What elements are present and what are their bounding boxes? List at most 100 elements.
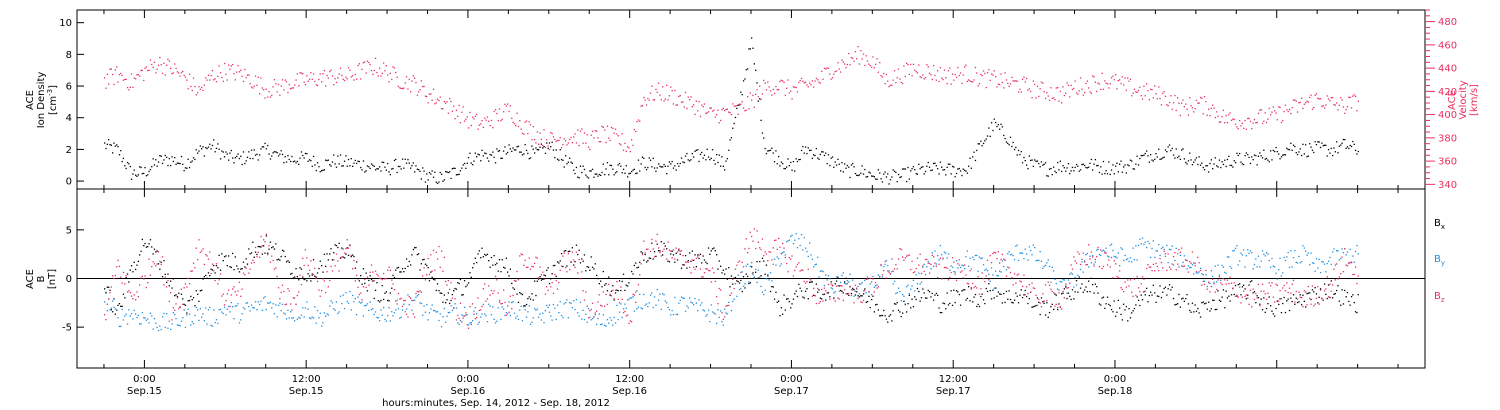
bx-point xyxy=(778,300,780,302)
by-point xyxy=(164,326,166,329)
bz-point xyxy=(819,301,821,303)
bx-point xyxy=(1202,301,1204,303)
velocity-point xyxy=(1222,109,1225,111)
velocity-point xyxy=(597,137,599,139)
density-point xyxy=(942,169,944,171)
bz-point xyxy=(1163,250,1165,252)
density-point xyxy=(145,175,147,177)
bz-point xyxy=(1178,249,1180,251)
by-point xyxy=(1071,273,1074,275)
bx-point xyxy=(1011,301,1013,304)
by-point xyxy=(753,277,755,279)
bz-point xyxy=(676,251,679,253)
bz-point xyxy=(1356,282,1358,285)
velocity-point xyxy=(742,107,745,109)
velocity-point xyxy=(1251,128,1253,130)
velocity-point xyxy=(188,73,191,75)
by-point xyxy=(1119,265,1121,267)
density-point xyxy=(233,162,235,164)
by-point xyxy=(1251,252,1253,254)
density-point xyxy=(538,149,540,151)
by-point xyxy=(906,286,908,288)
bx-point xyxy=(117,304,119,306)
density-point xyxy=(1195,157,1198,159)
bx-point xyxy=(1336,289,1338,292)
bx-point xyxy=(755,271,757,273)
velocity-point xyxy=(955,76,958,78)
bz-point xyxy=(910,268,912,271)
bz-point xyxy=(1043,300,1045,302)
bz-point xyxy=(364,278,366,281)
velocity-point xyxy=(327,77,329,79)
bz-point xyxy=(1206,288,1208,290)
bx-point xyxy=(269,241,272,243)
bz-point xyxy=(862,299,865,302)
density-point xyxy=(446,171,448,173)
bx-point xyxy=(916,287,919,290)
velocity-point xyxy=(467,127,470,129)
bx-point xyxy=(211,269,214,271)
velocity-point xyxy=(493,110,495,113)
density-point xyxy=(802,146,804,148)
bz-point xyxy=(291,309,293,311)
bz-point xyxy=(1244,295,1246,297)
velocity-point xyxy=(938,80,940,83)
velocity-point xyxy=(1189,97,1191,99)
by-point xyxy=(703,310,706,312)
bx-point xyxy=(825,299,827,301)
velocity-point xyxy=(494,109,497,111)
bx-point xyxy=(609,294,611,296)
by-point xyxy=(1159,254,1161,257)
bz-point xyxy=(125,275,127,277)
density-point xyxy=(372,164,374,166)
density-point xyxy=(1189,152,1191,154)
velocity-point xyxy=(1186,108,1188,110)
bz-point xyxy=(547,289,549,291)
by-point xyxy=(969,257,971,259)
by-point xyxy=(690,301,692,303)
bx-point xyxy=(896,301,898,304)
velocity-point xyxy=(877,71,879,73)
by-point xyxy=(745,265,747,267)
velocity-point xyxy=(129,86,131,88)
density-point xyxy=(209,143,211,145)
velocity-point xyxy=(276,91,278,93)
bz-point xyxy=(609,293,611,295)
velocity-point xyxy=(1263,120,1265,122)
velocity-point xyxy=(436,98,439,100)
bz-point xyxy=(637,284,640,286)
bz-point xyxy=(268,245,270,247)
bz-point xyxy=(217,283,219,285)
density-point xyxy=(187,158,189,160)
density-point xyxy=(621,172,623,174)
density-point xyxy=(1350,145,1353,148)
bx-point xyxy=(186,312,188,314)
velocity-point xyxy=(823,67,826,69)
by-point xyxy=(806,251,808,253)
velocity-point xyxy=(179,75,181,77)
density-point xyxy=(1325,144,1327,146)
bz-point xyxy=(512,294,514,297)
density-point xyxy=(755,69,757,71)
by-point xyxy=(560,314,563,317)
velocity-point xyxy=(415,81,417,84)
bx-point xyxy=(283,250,285,252)
by-point xyxy=(339,295,342,297)
density-point xyxy=(445,170,447,173)
bx-point xyxy=(1074,291,1076,293)
density-point xyxy=(554,157,556,159)
bx-point xyxy=(637,266,640,268)
density-point xyxy=(192,157,195,159)
bz-point xyxy=(734,268,737,270)
bz-point xyxy=(574,266,576,269)
density-point xyxy=(643,157,645,159)
bx-point xyxy=(170,280,172,282)
by-point xyxy=(1187,265,1190,267)
bz-point xyxy=(451,297,453,299)
bx-point xyxy=(738,282,741,284)
by-point xyxy=(113,306,115,308)
bz-point xyxy=(1348,262,1350,264)
velocity-point xyxy=(690,96,692,98)
by-point xyxy=(1247,249,1249,251)
bx-point xyxy=(257,245,259,248)
